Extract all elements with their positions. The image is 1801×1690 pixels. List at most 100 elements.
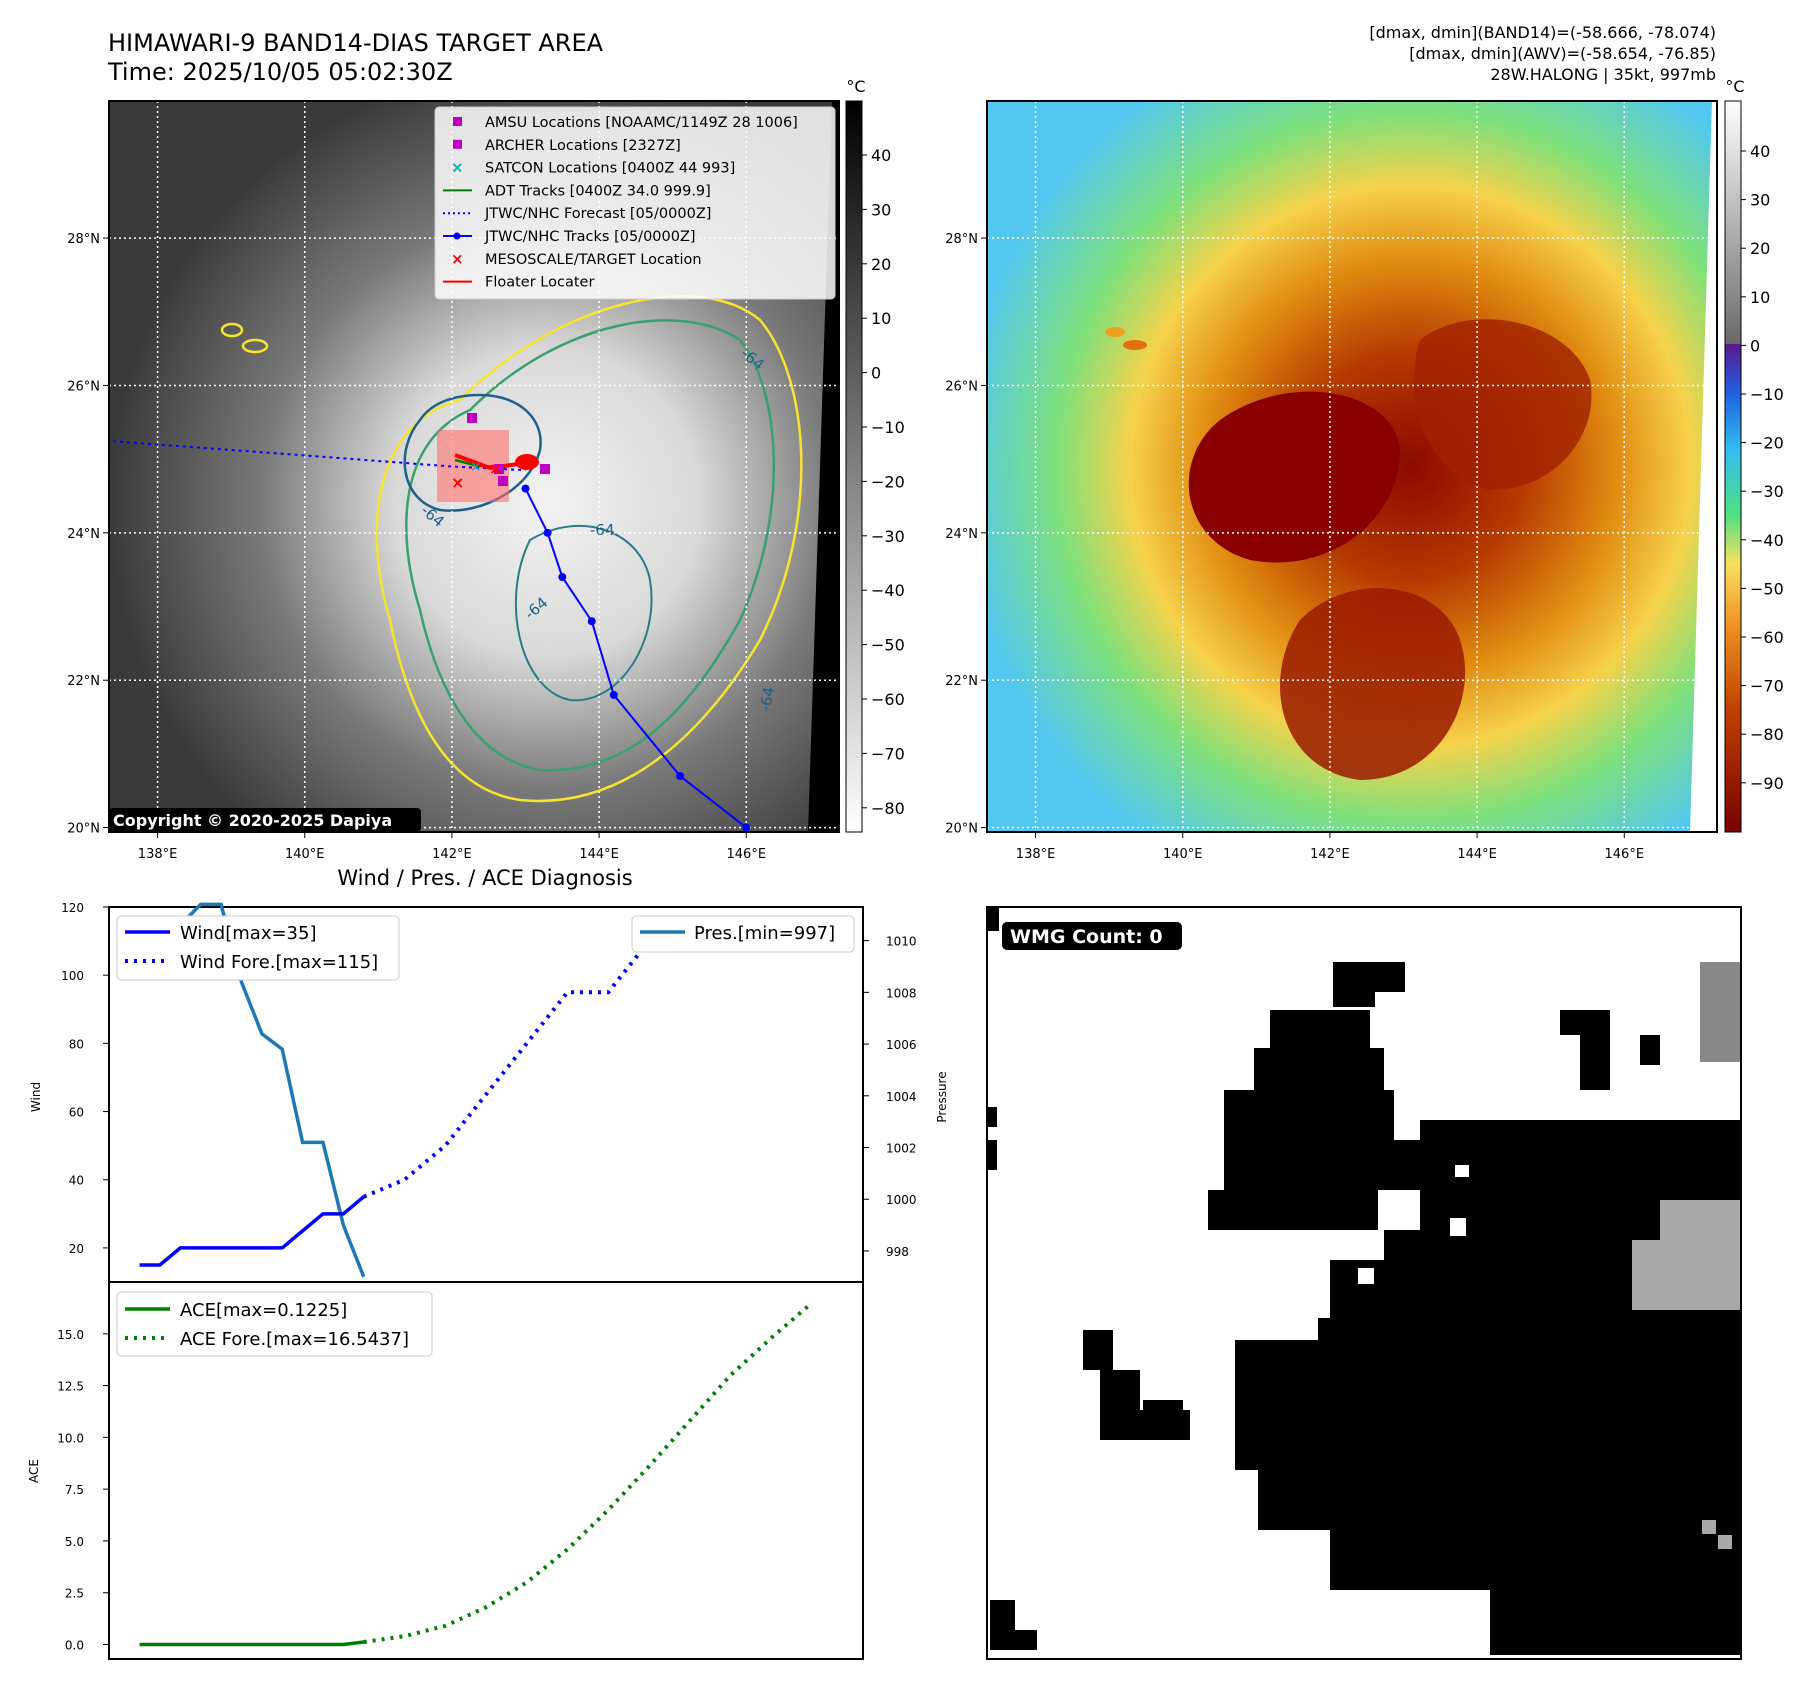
wmg-mask-block: [1015, 1630, 1037, 1650]
x-tick-label: 140°E: [285, 847, 325, 862]
y-tick-label: 24°N: [945, 527, 978, 542]
wmg-mask-block: [1100, 1410, 1190, 1440]
colorbar-tick-label: −70: [871, 744, 905, 763]
ir-gray-map: -64 -64 -64 -64 -64 × × ×: [67, 77, 905, 862]
colorbar-tick-label: −40: [871, 581, 905, 600]
x-tick-label: 144°E: [1457, 847, 1497, 862]
colorbar-tick-label: 20: [871, 255, 891, 274]
colorbar-tick-label: −30: [871, 527, 905, 546]
wind-series-line: [139, 1195, 365, 1267]
wmg-mask-block: [1580, 1030, 1610, 1090]
y-tick-label: 20°N: [945, 822, 978, 837]
legend-label: JTWC/NHC Forecast [05/0000Z]: [484, 206, 711, 222]
wmg-mask-hole: [1450, 1218, 1466, 1236]
color-colorbar-bottom: [1725, 344, 1741, 832]
colorbar-tick-label: −10: [1750, 385, 1784, 404]
ace-series-line: [139, 1640, 364, 1647]
figure-time: Time: 2025/10/05 05:02:30Z: [107, 58, 453, 86]
contour-teal-inner: [514, 525, 653, 702]
color-colorbar-ticks: 40 30 20 10 0 −10 −20 −30 −40 −50 −60 −70 −80 −90: [1741, 142, 1784, 793]
y-tick-label: 7.5: [65, 1483, 84, 1497]
colorbar-tick-label: 30: [1750, 191, 1770, 210]
map-gridlines: [987, 101, 1717, 832]
colorbar-tick-label: −20: [1750, 434, 1784, 453]
y-tick-label: 5.0: [65, 1535, 84, 1549]
pressure-axis-label: Pressure: [935, 1071, 949, 1122]
mesoscale-marker: ×: [451, 473, 464, 492]
legend-swatch-dot: [453, 232, 461, 240]
wmg-mask-block: [1702, 1520, 1716, 1534]
wind-legend-label: Wind[max=35]: [180, 923, 317, 944]
map-legend: AMSU Locations [NOAAMC/1149Z 28 1006] ARC…: [443, 115, 798, 291]
legend-label: SATCON Locations [0400Z 44 993]: [485, 161, 735, 177]
colorbar-tick-label: −50: [871, 636, 905, 655]
colorbar-tick-label: −20: [871, 472, 905, 491]
wmg-mask-block: [1100, 1370, 1140, 1410]
map-axis-ticks: 138°E 140°E 142°E 144°E 146°E 28°N 26°N 24°N 22°…: [67, 232, 766, 862]
wmg-count-label: WMG Count: 0: [1010, 926, 1163, 948]
ace-legend-label: ACE[max=0.1225]: [180, 1300, 347, 1321]
jtwc-track-point: [742, 823, 751, 832]
y-tick-label: 1010: [886, 935, 917, 949]
wmg-mask-block: [1375, 962, 1405, 992]
y-tick-label: 100: [61, 969, 84, 983]
wmg-mask-block: [990, 1600, 1015, 1650]
colorbar-tick-label: −70: [1750, 677, 1784, 696]
y-tick-label: 40: [69, 1174, 84, 1188]
ir-color-map: 138°E 140°E 142°E 144°E 146°E 28°N 26°N 24°N 22°…: [945, 77, 1784, 862]
legend-label: AMSU Locations [NOAAMC/1149Z 28 1006]: [485, 115, 798, 131]
wmg-mask-block: [1333, 962, 1375, 1007]
legend-label: Floater Locater: [485, 275, 594, 291]
colorbar-tick-label: −50: [1750, 579, 1784, 598]
x-tick-label: 144°E: [579, 847, 619, 862]
wmg-mask: [987, 907, 1740, 1655]
copyright-box: [109, 808, 421, 832]
y-tick-label: 60: [69, 1106, 84, 1120]
pres-legend-label: Pres.[min=997]: [694, 923, 835, 944]
colorbar-tick-label: −40: [1750, 531, 1784, 550]
jtwc-track-points: [521, 484, 751, 832]
wmg-mask-block: [1083, 1330, 1113, 1370]
wmg-mask-block: [1225, 1140, 1235, 1160]
y-tick-label: 26°N: [67, 379, 100, 394]
legend-label: ADT Tracks [0400Z 34.0 999.9]: [485, 183, 711, 199]
x-tick-label: 142°E: [432, 847, 472, 862]
contour-green: [405, 319, 775, 772]
y-tick-label: 0.0: [65, 1639, 84, 1653]
archer-marker: [540, 464, 550, 474]
satcon-marker: ×: [470, 459, 482, 475]
colorbar-tick-label: −60: [1750, 628, 1784, 647]
colorbar-tick-label: −90: [1750, 774, 1784, 793]
colorbar-tick-label: −60: [871, 690, 905, 709]
y-tick-label: 22°N: [67, 674, 100, 689]
color-colorbar-frame: [1724, 100, 1742, 833]
y-tick-label: 15.0: [57, 1328, 84, 1342]
contour-label: -64: [756, 685, 778, 712]
y-tick-label: 2.5: [65, 1587, 84, 1601]
legend-label: JTWC/NHC Tracks [05/0000Z]: [484, 229, 696, 245]
wmg-mask-hole: [1455, 1165, 1469, 1177]
colorbar-tick-label: 10: [1750, 288, 1770, 307]
y-tick-label: 20°N: [67, 822, 100, 837]
info-band14: [dmax, dmin](BAND14)=(-58.666, -78.074): [1369, 23, 1716, 42]
y-tick-label: 80: [69, 1037, 84, 1051]
legend-label: MESOSCALE/TARGET Location: [485, 252, 702, 268]
y-tick-label: 1002: [886, 1142, 917, 1156]
ir-color-nodata-wedge: [1690, 101, 1717, 832]
jtwc-track-point: [609, 690, 618, 699]
gray-colorbar-ticks: 40 30 20 10 0 −10 −20 −30 −40 −50 −60 −70 −80: [862, 146, 905, 818]
diagnosis-title: Wind / Pres. / ACE Diagnosis: [337, 866, 632, 890]
archer-marker: [494, 464, 504, 474]
colorbar-tick-label: 40: [1750, 142, 1770, 161]
wmg-mask-block: [1660, 1200, 1740, 1240]
ir-gray-frame: [108, 100, 840, 833]
y-tick-label: 1000: [886, 1193, 917, 1207]
info-awv: [dmax, dmin](AWV)=(-58.654, -76.85): [1409, 44, 1716, 63]
y-tick-label: 12.5: [57, 1380, 84, 1394]
wmg-mask-block: [1490, 1590, 1740, 1655]
jtwc-track-point: [676, 771, 685, 780]
jtwc-track-point: [558, 573, 567, 582]
contour-island: [220, 322, 244, 338]
wind-axis-ticks: 120 100 80 60 40 20: [61, 901, 109, 1256]
